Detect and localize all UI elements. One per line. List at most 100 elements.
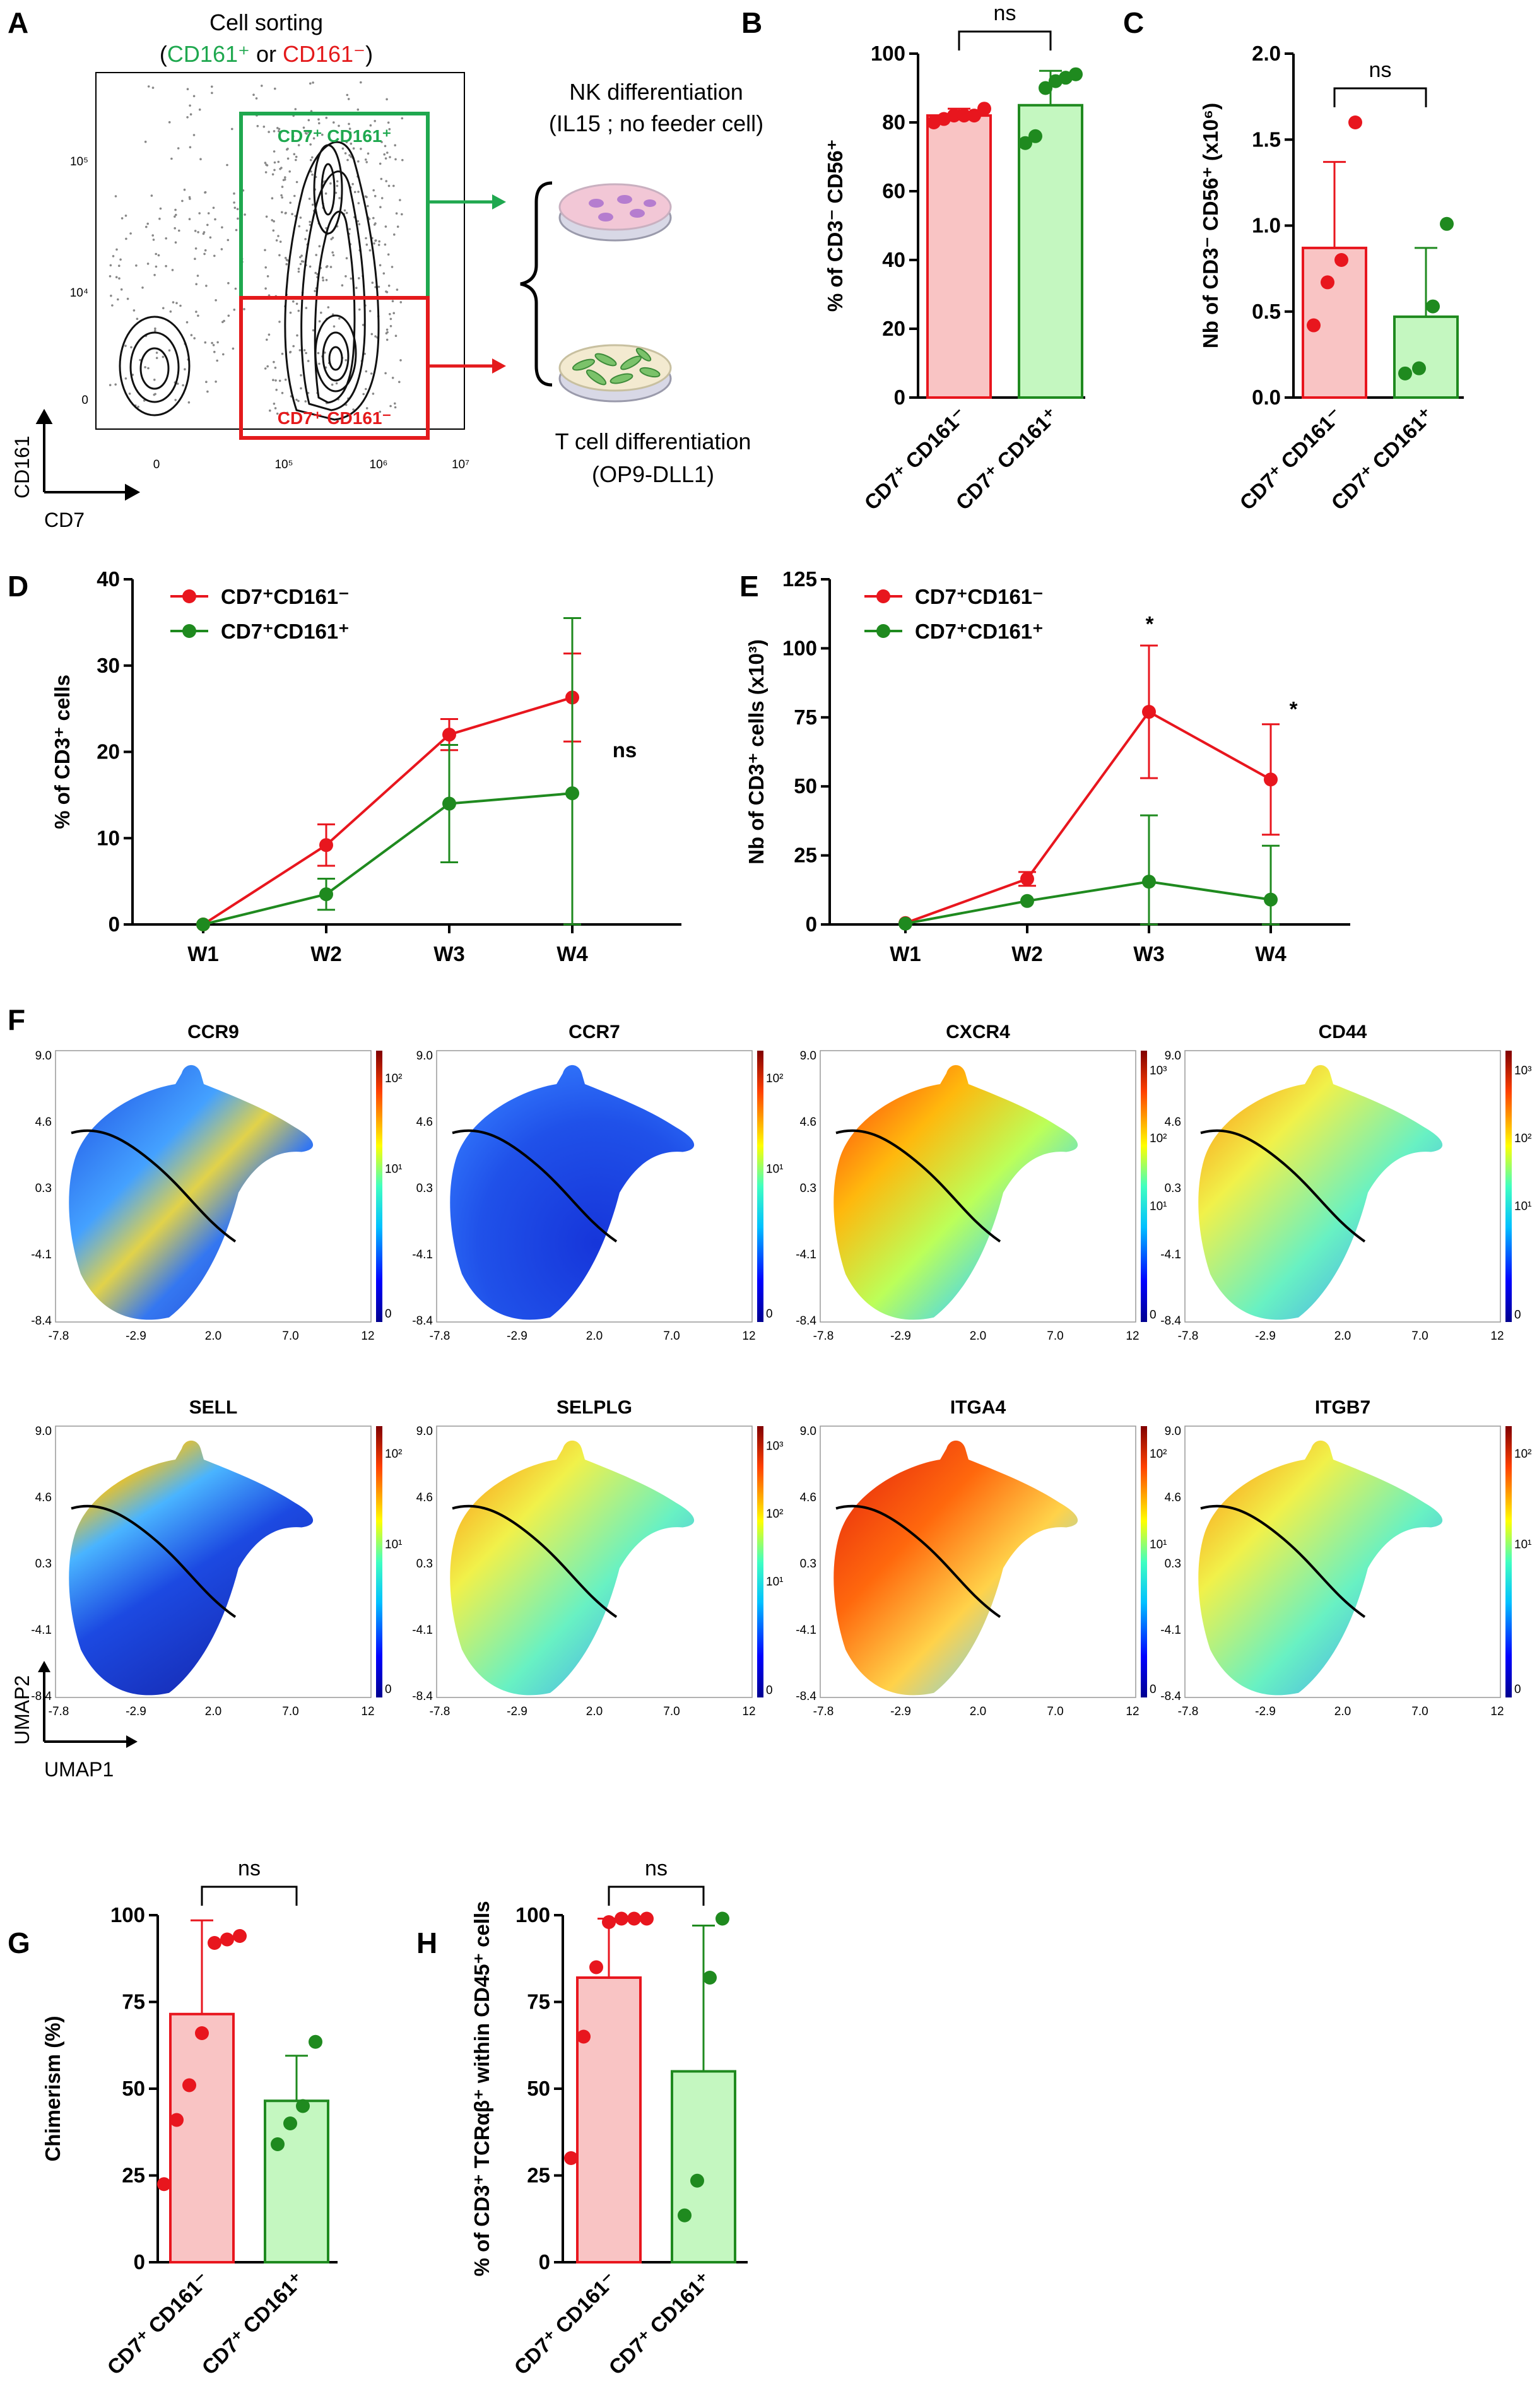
flow-dot: [315, 254, 318, 256]
flow-dot: [348, 122, 350, 126]
dish-t: [558, 344, 672, 403]
flow-dot: [303, 349, 306, 351]
umap-x-tick: 7.0: [663, 1705, 680, 1718]
colorbar-label: 10¹: [1514, 1538, 1531, 1552]
series-line: [202, 696, 573, 926]
umap-x-tick: -7.8: [1178, 1705, 1199, 1718]
flow-axis-arrows: [35, 408, 141, 501]
flow-dot: [296, 334, 298, 337]
flow-dot: [205, 285, 208, 287]
flow-dot: [295, 158, 297, 162]
flow-dot: [364, 195, 367, 198]
flow-y-axis-label: CD161: [11, 435, 33, 499]
panel-letter: F: [8, 1003, 25, 1036]
flow-dot: [292, 345, 295, 348]
flow-dot: [286, 411, 289, 415]
flow-dot: [151, 86, 155, 89]
x-tick-label: W1: [890, 942, 921, 965]
flow-dot: [389, 404, 392, 408]
umap-y-tick: 4.6: [800, 1491, 816, 1504]
y-tick-label: 40: [882, 248, 905, 271]
umap-cells: [450, 1065, 695, 1320]
umap-y-tick: -4.1: [412, 1624, 433, 1637]
flow-dot: [266, 275, 269, 278]
data-point: [319, 838, 333, 853]
flow-dot: [170, 157, 173, 160]
flow-dot: [168, 349, 171, 352]
data-point: [309, 2034, 322, 2049]
flow-dot: [300, 374, 302, 377]
flow-dot: [271, 219, 274, 221]
umap-y-tick: -8.4: [412, 1690, 433, 1703]
flow-dot: [360, 81, 362, 84]
umap-cells: [833, 1440, 1078, 1696]
flow-dot: [341, 284, 344, 287]
flow-dot: [212, 344, 215, 346]
umap-x-tick: -7.8: [813, 1330, 834, 1343]
umap-x-tick: -2.9: [126, 1330, 146, 1343]
significance-label: ns: [994, 1, 1016, 25]
colorbar: [376, 1051, 382, 1322]
flow-dot: [386, 328, 389, 331]
flow-dot: [393, 233, 396, 236]
y-tick-label: 25: [527, 2164, 550, 2187]
flow-dot: [302, 126, 305, 129]
data-point: [1348, 115, 1362, 129]
flow-dot: [297, 399, 300, 403]
y-tick-label: 125: [782, 567, 817, 591]
flow-dot: [174, 208, 177, 211]
data-point: [1440, 216, 1454, 231]
data-point: [947, 109, 961, 123]
flow-dot: [370, 333, 374, 336]
flow-dot: [295, 398, 298, 401]
flow-dot: [172, 301, 175, 304]
data-point: [1018, 136, 1032, 150]
flow-dot: [278, 321, 281, 323]
flow-dot: [384, 372, 387, 375]
flow-dot: [271, 197, 274, 200]
flow-dot: [119, 258, 122, 261]
legend-label: CD7⁺CD161⁻: [221, 585, 350, 608]
umap-y-tick: -4.1: [1160, 1248, 1181, 1261]
legend-label: CD7⁺CD161⁺: [915, 620, 1044, 643]
flow-dot: [293, 194, 296, 198]
flow-dot: [374, 120, 376, 122]
colorbar-label: 0: [1514, 1683, 1521, 1696]
flow-dot: [384, 243, 387, 246]
flow-dot: [223, 319, 225, 322]
colorbar-label: 0: [766, 1307, 773, 1321]
flow-dot: [274, 87, 276, 90]
panel-c: C0.00.51.01.52.0Nb of CD3⁻ CD56⁺ (x10⁶)C…: [1123, 6, 1464, 514]
nk-label-1: NK differentiation: [569, 79, 743, 105]
flow-dot: [278, 130, 280, 133]
data-point: [564, 2151, 578, 2165]
flow-dot: [371, 281, 374, 284]
panel-e: E 0 25 50 75 100 125 W1 W2 W3 W4 Nb of CD3⁺ cells (…: [739, 567, 1350, 965]
flow-dot: [331, 251, 334, 254]
colorbar-label: 10¹: [766, 1163, 783, 1176]
flow-dot: [278, 127, 281, 131]
flow-dot: [236, 208, 239, 211]
umap-x-tick: 7.0: [282, 1705, 298, 1718]
flow-dot: [157, 254, 160, 257]
flow-dot: [372, 216, 375, 220]
colorbar-label: 0: [385, 1307, 392, 1321]
flow-dot: [124, 377, 127, 380]
colorbar: [757, 1426, 763, 1697]
data-point: [1020, 894, 1034, 908]
flow-dot: [357, 191, 360, 193]
data-point: [1334, 253, 1348, 267]
flow-dot: [346, 158, 349, 162]
significance-bracket: [958, 30, 1052, 50]
flow-dot: [215, 299, 217, 302]
flow-dot: [350, 142, 353, 145]
data-point: [1142, 705, 1156, 719]
y-tick-label: 75: [527, 1990, 550, 2014]
trajectory-line: [452, 1504, 618, 1619]
flow-y-tick: 0: [81, 394, 88, 407]
umap-y-label: UMAP2: [11, 1675, 33, 1745]
flow-dot: [335, 382, 338, 385]
umap-x-tick: 2.0: [205, 1330, 221, 1343]
flow-dot: [171, 269, 174, 271]
trajectory-line: [835, 1129, 1001, 1243]
